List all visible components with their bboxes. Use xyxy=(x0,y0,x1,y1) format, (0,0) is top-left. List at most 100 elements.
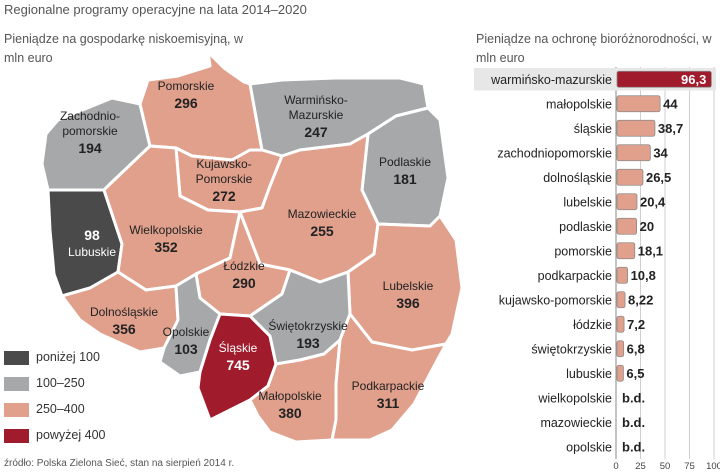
bar-value-label: 6,8 xyxy=(627,341,645,356)
bar-value-label: b.d. xyxy=(622,390,645,405)
bar-value-label: 6,5 xyxy=(626,366,644,381)
bar xyxy=(616,291,626,309)
category-label: łódzkie xyxy=(573,318,612,332)
region-name: Kujawsko- xyxy=(196,157,251,171)
region-name: Łódzkie xyxy=(223,259,265,273)
source-note: źródło: Polska Zielona Sieć, stan na sie… xyxy=(4,458,235,469)
region-name: Dolnośląskie xyxy=(90,305,158,319)
category-label: dolnośląskie xyxy=(543,171,612,185)
bar xyxy=(616,193,638,211)
bar-value-label: 10,8 xyxy=(631,268,656,283)
category-label: lubelskie xyxy=(563,195,612,209)
bar xyxy=(616,364,624,382)
region-value: 296 xyxy=(174,95,198,111)
category-label: podkarpackie xyxy=(538,269,612,283)
legend-swatch xyxy=(4,351,29,365)
region-value: 272 xyxy=(212,188,236,204)
legend-swatch xyxy=(4,377,29,391)
region-name: Lubelskie xyxy=(383,279,434,293)
bar-value-label: 34 xyxy=(653,145,668,160)
region-value: 311 xyxy=(377,395,400,411)
region-value: 255 xyxy=(310,223,334,239)
category-label: podlaskie xyxy=(559,220,612,234)
region-name: Świętokrzyskie xyxy=(268,318,348,333)
category-label: małopolskie xyxy=(546,97,612,111)
poland-choropleth-map: Zachodnio-pomorskie 194 Pomorskie 296 Warmiń… xyxy=(40,50,464,444)
region-value: 247 xyxy=(304,124,328,140)
region-name: Podkarpackie xyxy=(352,379,425,393)
bar xyxy=(616,168,644,186)
category-label: opolskie xyxy=(566,440,612,454)
category-label: pomorskie xyxy=(554,244,612,258)
region-value: 103 xyxy=(174,341,198,357)
legend-label: powyżej 400 xyxy=(36,428,106,442)
region-value: 98 xyxy=(84,227,100,243)
page-title: Regionalne programy operacyjne na lata 2… xyxy=(4,2,307,17)
map-subtitle: Pieniądze na gospodarkę niskoemisyjną, w… xyxy=(4,32,244,65)
bar-value-label: 44 xyxy=(663,96,678,111)
region-name: Śląskie xyxy=(219,340,258,355)
bar-value-label: 20,4 xyxy=(640,194,666,209)
region-shape xyxy=(330,312,448,442)
region-name: Małopolskie xyxy=(258,389,322,403)
legend-label: 100–250 xyxy=(36,376,85,390)
x-tick-label: 0 xyxy=(613,461,618,472)
region-name: Wielkopolskie xyxy=(129,223,203,237)
bar xyxy=(616,242,636,260)
category-label: świętokrzyskie xyxy=(531,342,612,356)
x-tick-label: 100 xyxy=(706,461,720,472)
bar-value-label: 38,7 xyxy=(658,121,683,136)
bar-value-label: b.d. xyxy=(622,439,645,454)
x-tick-label: 50 xyxy=(660,461,671,472)
bar xyxy=(616,340,625,358)
x-tick-label: 25 xyxy=(635,461,646,472)
legend-label: 250–400 xyxy=(36,402,85,416)
category-label: śląskie xyxy=(574,122,612,136)
bar xyxy=(616,119,656,137)
bar-value-label: 96,3 xyxy=(681,72,706,87)
region-value: 193 xyxy=(296,335,320,351)
category-label: mazowieckie xyxy=(540,416,612,430)
bar-value-label: 8,22 xyxy=(628,292,653,307)
category-label: warmińsko-mazurskie xyxy=(490,73,612,87)
region-name: Warmińsko- xyxy=(284,93,348,107)
region-value: 356 xyxy=(112,321,136,337)
category-label: zachodniopomorskie xyxy=(497,146,612,160)
bar-value-label: b.d. xyxy=(622,415,645,430)
region-value: 380 xyxy=(278,405,302,421)
bar xyxy=(616,95,661,113)
category-label: wielkopolskie xyxy=(537,391,612,405)
region-name: Pomorskie xyxy=(196,172,253,186)
bar-value-label: 18,1 xyxy=(638,243,663,258)
bar-value-label: 7,2 xyxy=(627,317,645,332)
region-name: Lubuskie xyxy=(68,245,116,259)
bar-chart-subtitle: Pieniądze na ochronę bioróżnorodności, w… xyxy=(476,32,712,65)
bar xyxy=(616,70,712,88)
region-name: Opolskie xyxy=(163,325,210,339)
bar xyxy=(616,315,625,333)
category-label: lubuskie xyxy=(566,367,612,381)
x-tick-label: 75 xyxy=(684,461,695,472)
region-name: Pomorskie xyxy=(158,79,215,93)
bar xyxy=(616,266,628,284)
region-value: 352 xyxy=(154,239,178,255)
legend-label: poniżej 100 xyxy=(36,350,100,364)
bar-value-label: 26,5 xyxy=(646,170,671,185)
region-name: Mazurskie xyxy=(289,108,344,122)
region-value: 396 xyxy=(396,295,420,311)
legend-swatch xyxy=(4,403,29,417)
region-name: Zachodnio- xyxy=(60,109,120,123)
region-value: 745 xyxy=(226,357,250,373)
region-value: 290 xyxy=(232,275,256,291)
region-name: Podlaskie xyxy=(379,155,431,169)
bar-value-label: 20 xyxy=(640,219,654,234)
bar xyxy=(616,144,651,162)
region-name: Mazowieckie xyxy=(288,207,357,221)
region-name: pomorskie xyxy=(62,124,118,138)
region-value: 181 xyxy=(393,171,417,187)
region-value: 194 xyxy=(78,140,102,156)
category-label: kujawsko-pomorskie xyxy=(499,293,612,307)
legend-swatch xyxy=(4,429,29,443)
bar xyxy=(616,217,638,235)
